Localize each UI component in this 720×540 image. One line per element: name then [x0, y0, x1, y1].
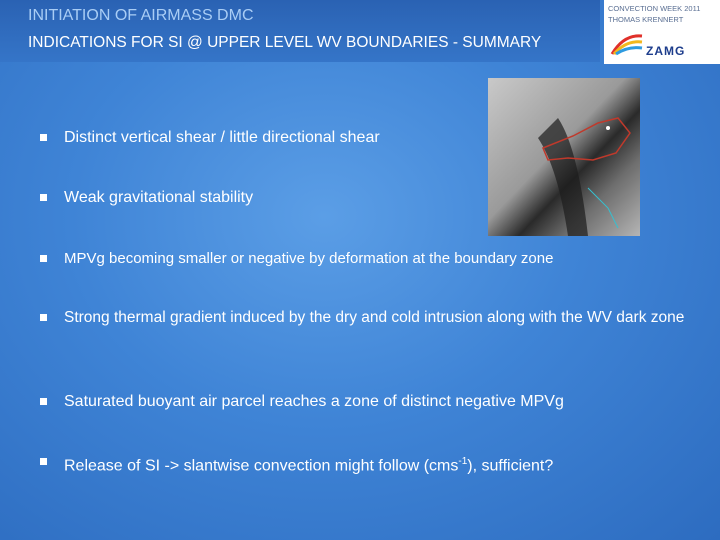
text: ), sufficient?: [467, 457, 554, 475]
bullet-text: Distinct vertical shear / little directi…: [64, 129, 380, 146]
logo-icon: [610, 34, 643, 56]
logo-box: CONVECTION WEEK 2011 THOMAS KRENNERT ZAM…: [604, 0, 720, 64]
bullet-text: Weak gravitational stability: [64, 189, 254, 206]
text: Release of SI -> slantwise convection mi…: [64, 457, 459, 475]
title-line-1: INITIATION OF AIRMASS DMC: [28, 7, 254, 24]
author-label: THOMAS KRENNERT: [608, 15, 684, 24]
logo-text: ZAMG: [646, 44, 686, 58]
satellite-image: [488, 78, 640, 236]
bullet-text: MPVg becoming smaller or negative by def…: [64, 250, 554, 267]
superscript: -1: [458, 456, 468, 467]
header-band: [0, 0, 600, 62]
bullet-text: Saturated buoyant air parcel reaches a z…: [64, 393, 564, 410]
bullet-text: Release of SI -> slantwise convection mi…: [64, 450, 704, 478]
event-label: CONVECTION WEEK 2011: [608, 4, 701, 13]
title-line-2: INDICATIONS FOR SI @ UPPER LEVEL WV BOUN…: [28, 34, 542, 51]
bullet-text: Strong thermal gradient induced by the d…: [64, 309, 685, 326]
